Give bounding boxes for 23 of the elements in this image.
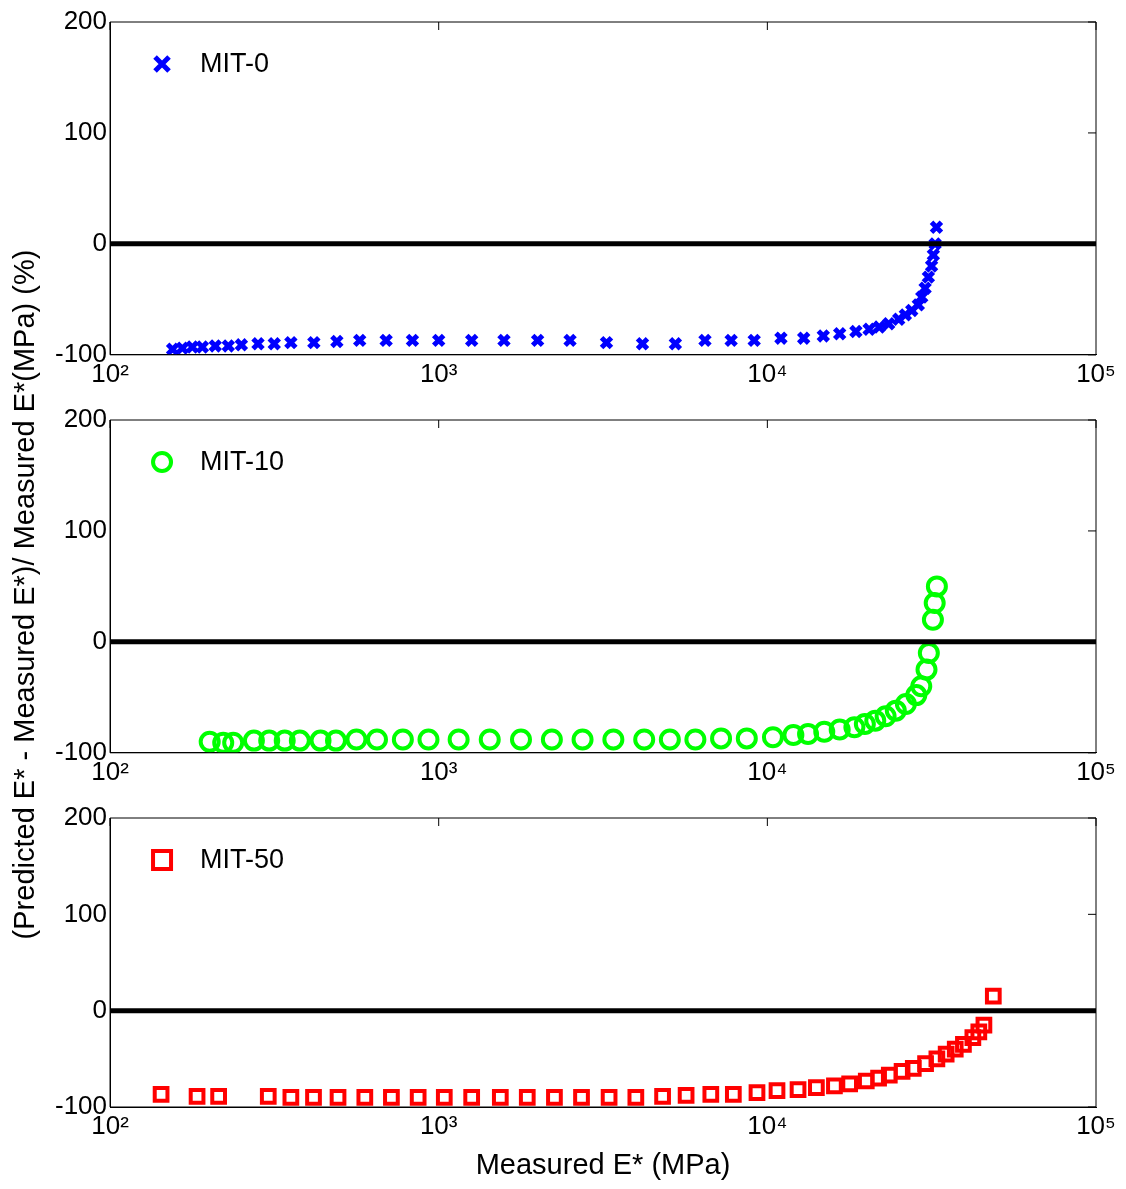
legend-label: MIT-50	[200, 844, 285, 875]
x-tick-label: 10³	[419, 755, 458, 786]
y-tick-label: 200	[63, 5, 108, 36]
x-tick-label: 10³	[419, 1109, 458, 1140]
x-tick-label: 10³	[419, 357, 458, 388]
y-tick-label: 100	[63, 116, 108, 147]
y-tick-label: 0	[92, 625, 108, 656]
x-tick-label: 10⁵	[1076, 1109, 1116, 1140]
y-tick-label: 0	[92, 993, 108, 1024]
y-tick-label: 100	[63, 514, 108, 545]
x-axis-title: Measured E* (MPa)	[475, 1147, 731, 1180]
legend-label: MIT-0	[200, 48, 270, 79]
x-tick-label: 10⁴	[747, 1109, 788, 1140]
y-tick-label: 0	[92, 227, 108, 258]
x-tick-label: 10⁴	[747, 357, 788, 388]
x-tick-label: 10⁵	[1076, 755, 1116, 786]
legend-label: MIT-10	[200, 446, 285, 477]
y-axis-title: (Predicted E* - Measured E*)/ Measured E*(MPa) (%)	[8, 249, 42, 940]
y-tick-label: 100	[63, 897, 108, 928]
x-tick-label: 10⁵	[1076, 357, 1116, 388]
x-tick-label: 10⁴	[747, 755, 788, 786]
y-tick-label: 200	[63, 403, 108, 434]
y-tick-label: 200	[63, 801, 108, 832]
